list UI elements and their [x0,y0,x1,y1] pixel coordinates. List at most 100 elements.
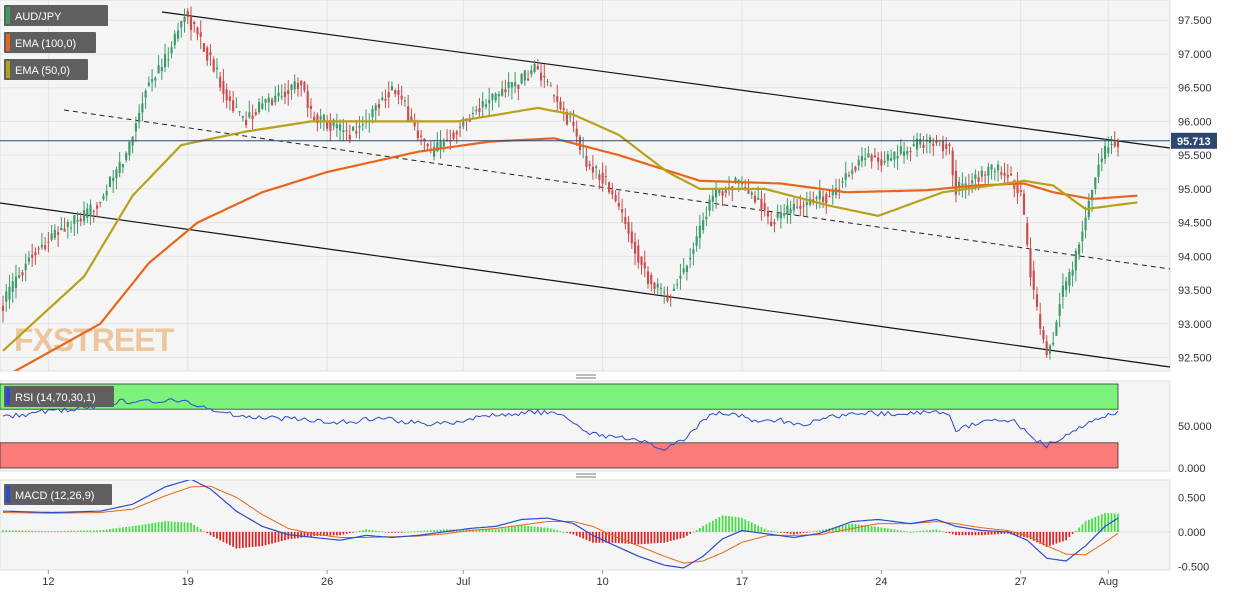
macd-hist-bar [135,525,137,532]
candle [416,119,419,141]
candle-body [786,205,789,215]
candle [796,198,799,210]
macd-hist-bar [750,522,753,532]
macd-hist-bar [715,518,717,532]
candle [562,101,565,122]
candle [309,98,312,119]
candle-body [993,171,996,173]
macd-y-tick-label: -0.500 [1178,562,1209,574]
candle [857,155,860,171]
macd-hist-bar [579,531,581,538]
candle-body [880,159,883,166]
macd-hist-bar [173,521,176,532]
candle-body [1061,285,1064,297]
panel-resize-handle-2[interactable] [576,473,596,478]
candle-body [514,82,517,87]
candle [708,194,711,217]
candle [727,176,731,196]
candle [157,55,160,74]
macd-hist-bar [1045,531,1048,547]
macd-hist-bar [41,530,43,532]
legend-rsi-box [4,386,114,407]
candle [679,263,682,290]
macd-hist-bar [737,517,740,532]
candle-body [1071,270,1074,276]
candle-body [251,115,254,119]
candle-body [491,93,494,100]
macd-hist-bar [608,531,610,543]
candle [57,226,60,247]
macd-hist-bar [588,531,591,542]
candle [559,96,562,111]
legend-ema50[interactable]: EMA (50,0) [4,59,88,80]
candle-body [718,189,721,194]
candle-body [588,164,591,166]
candle-body [805,202,808,205]
panel-resize-handle-1[interactable] [576,374,596,379]
candle [507,72,510,97]
macd-hist-bar [21,530,24,532]
legend-instrument[interactable]: AUD/JPY [4,5,108,26]
candle-body [322,114,325,122]
macd-hist-bar [280,531,283,542]
candle [614,190,617,203]
candle-body [1,305,5,311]
macd-hist-bar [300,531,303,538]
macd-hist-bar [342,531,345,535]
candle-body [484,104,488,107]
candle [598,169,601,190]
candle-body [112,177,115,181]
candle-body [183,16,186,23]
candle-body [102,195,105,200]
legend-ema100[interactable]: EMA (100,0) [4,32,96,53]
candle [426,142,429,150]
macd-hist-bar [955,531,957,536]
macd-hist-bar [634,531,636,545]
candle [163,43,167,73]
candle [633,232,637,266]
macd-hist-bar [397,531,400,533]
candle [604,165,607,186]
candle [105,184,108,202]
candle-body [617,202,620,207]
candle [47,231,50,253]
macd-hist-bar [96,530,98,532]
x-tick-label: 27 [1015,576,1027,588]
macd-hist-bar [848,524,850,532]
candle [585,147,588,171]
candle-body [604,176,607,178]
candle-body [442,141,445,147]
legend-rsi[interactable]: RSI (14,70,30,1) [4,386,114,407]
macd-hist-bar [864,525,867,532]
macd-hist-bar [417,531,419,532]
candle-body [82,210,86,222]
macd-hist-bar [809,531,811,533]
macd-hist-bar [186,522,189,532]
macd-hist-bar [251,531,254,547]
candle [206,45,209,66]
candle-body [277,92,280,97]
candle [997,160,1000,182]
candle [984,171,987,184]
macd-hist-bar [935,529,938,532]
candle [510,81,513,100]
macd-hist-bar [932,529,935,532]
macd-hist-bar [575,531,578,536]
macd-hist-bar [1107,513,1110,532]
candle-body [799,206,802,209]
candle [121,163,124,174]
macd-hist-bar [66,530,69,532]
candle [73,214,76,236]
candle [640,256,643,275]
legend-macd[interactable]: MACD (12,26,9) [4,484,112,505]
candle-body [763,203,766,211]
candle-body [1116,140,1120,148]
candle [1113,131,1116,148]
macd-hist-bar [585,531,588,540]
macd-hist-bar [569,531,572,534]
macd-hist-bar [653,531,656,544]
candle-body [1003,172,1006,176]
macd-hist-bar [1117,513,1119,532]
candle-body [621,209,624,213]
candle [847,171,851,178]
